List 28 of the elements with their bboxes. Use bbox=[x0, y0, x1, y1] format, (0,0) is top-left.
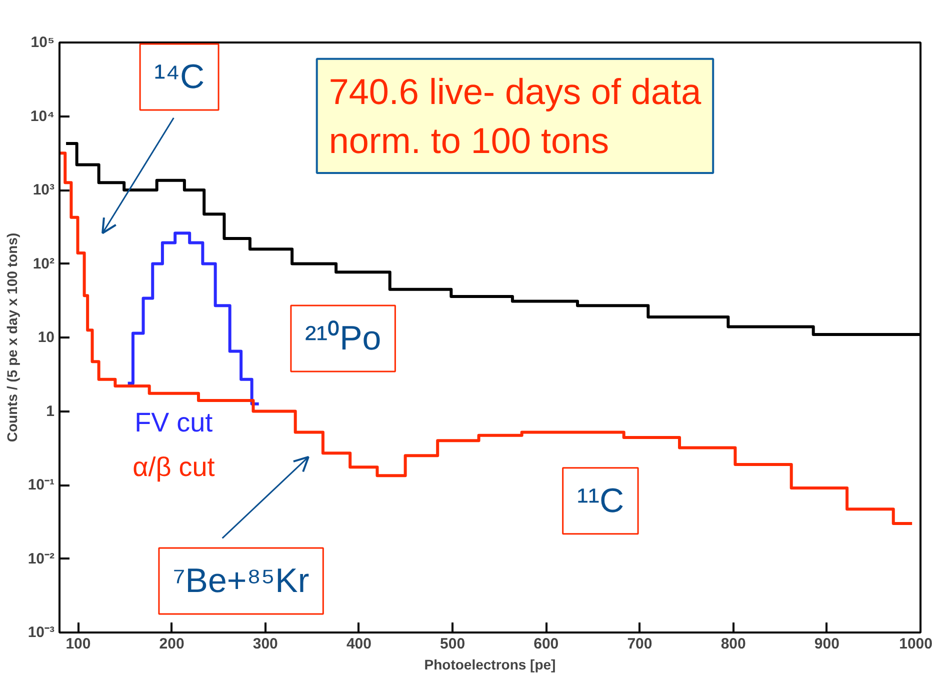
annotation: ²¹⁰Po bbox=[304, 319, 382, 358]
x-tick-label: 800 bbox=[720, 636, 746, 652]
series-label: α/β cut bbox=[132, 452, 216, 482]
annotation: ⁷Be+⁸⁵Kr bbox=[172, 562, 310, 600]
x-tick-label: 700 bbox=[627, 636, 652, 652]
y-tick-label: 10⁴ bbox=[30, 108, 55, 125]
x-tick-label: 900 bbox=[814, 636, 840, 652]
annotation: 740.6 live- days of data norm. to 100 tons bbox=[328, 70, 702, 162]
y-axis-title: Counts / (5 pe x day x 100 tons) bbox=[4, 232, 20, 442]
y-tick-label: 10⁻¹ bbox=[28, 476, 55, 494]
x-tick-label: 300 bbox=[252, 636, 278, 652]
x-tick-label: 500 bbox=[440, 636, 466, 652]
x-tick-label: 400 bbox=[346, 636, 372, 652]
y-tick-label: 10 bbox=[38, 329, 55, 346]
series-label: FV cut bbox=[134, 408, 214, 438]
y-tick-label: 10² bbox=[32, 255, 55, 272]
x-tick-label: 600 bbox=[534, 636, 559, 652]
annotation: ¹⁴C bbox=[154, 58, 205, 96]
x-tick-label: 1000 bbox=[899, 636, 932, 652]
x-tick-label: 200 bbox=[159, 636, 184, 652]
y-tick-label: 10³ bbox=[32, 182, 55, 198]
annotation: ¹¹C bbox=[576, 482, 624, 520]
x-axis-title: Photoelectrons [pe] bbox=[424, 656, 556, 672]
y-tick-label: 1 bbox=[46, 402, 54, 420]
y-tick-label: 10⁻² bbox=[28, 550, 55, 568]
y-tick-label: 10⁻³ bbox=[28, 624, 55, 641]
x-tick-label: 100 bbox=[66, 636, 91, 652]
y-tick-label: 10⁵ bbox=[30, 34, 55, 51]
